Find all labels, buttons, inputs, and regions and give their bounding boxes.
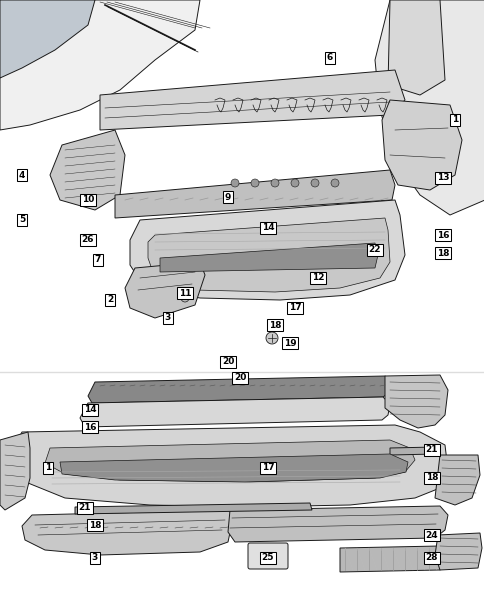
Text: 13: 13 xyxy=(436,174,448,183)
Text: 5: 5 xyxy=(19,216,25,224)
Circle shape xyxy=(230,179,239,187)
Text: 18: 18 xyxy=(89,521,101,530)
Text: 18: 18 xyxy=(268,320,281,329)
Text: 20: 20 xyxy=(233,373,246,382)
Text: 17: 17 xyxy=(288,303,301,313)
Text: 25: 25 xyxy=(261,554,273,562)
Text: 6: 6 xyxy=(326,54,333,62)
Polygon shape xyxy=(160,243,377,272)
Polygon shape xyxy=(387,0,444,95)
Text: 2: 2 xyxy=(106,296,113,305)
Circle shape xyxy=(290,179,298,187)
Text: Jeep: Jeep xyxy=(261,554,273,558)
Circle shape xyxy=(251,179,258,187)
Text: 11: 11 xyxy=(179,289,191,297)
Text: 1: 1 xyxy=(45,464,51,472)
Polygon shape xyxy=(148,218,389,292)
Circle shape xyxy=(181,294,189,302)
Text: 17: 17 xyxy=(261,464,274,472)
Circle shape xyxy=(330,179,338,187)
Polygon shape xyxy=(100,70,404,130)
Text: 1: 1 xyxy=(451,115,457,124)
Text: 16: 16 xyxy=(436,230,448,240)
Text: 20: 20 xyxy=(221,358,234,366)
Text: 26: 26 xyxy=(82,236,94,244)
Text: 21: 21 xyxy=(78,504,91,512)
Polygon shape xyxy=(389,447,435,455)
Polygon shape xyxy=(434,455,479,505)
Polygon shape xyxy=(384,375,447,428)
Text: 4: 4 xyxy=(19,170,25,180)
Text: 28: 28 xyxy=(425,554,438,562)
FancyBboxPatch shape xyxy=(247,543,287,569)
Circle shape xyxy=(265,332,277,344)
Text: 9: 9 xyxy=(225,193,231,201)
Polygon shape xyxy=(339,546,444,572)
Polygon shape xyxy=(374,0,484,215)
Text: 14: 14 xyxy=(84,405,96,415)
Text: 7: 7 xyxy=(94,256,101,264)
Polygon shape xyxy=(0,0,95,78)
Polygon shape xyxy=(130,200,404,300)
Polygon shape xyxy=(125,262,205,318)
Text: 18: 18 xyxy=(425,474,438,482)
Text: 24: 24 xyxy=(425,531,438,540)
Text: 3: 3 xyxy=(165,313,171,323)
Polygon shape xyxy=(381,100,461,190)
Polygon shape xyxy=(75,503,311,514)
Polygon shape xyxy=(14,425,447,507)
Polygon shape xyxy=(80,397,389,427)
Polygon shape xyxy=(22,510,231,555)
Polygon shape xyxy=(45,440,414,482)
Text: 21: 21 xyxy=(425,445,438,455)
Polygon shape xyxy=(0,0,199,130)
Text: 16: 16 xyxy=(84,422,96,432)
Polygon shape xyxy=(88,376,391,403)
Polygon shape xyxy=(0,432,30,510)
Polygon shape xyxy=(60,454,407,482)
Text: 14: 14 xyxy=(261,223,274,233)
Circle shape xyxy=(271,179,278,187)
Text: 22: 22 xyxy=(368,246,380,254)
Polygon shape xyxy=(434,533,481,570)
Polygon shape xyxy=(50,130,125,210)
Text: 18: 18 xyxy=(436,249,448,257)
Polygon shape xyxy=(115,170,394,218)
Polygon shape xyxy=(227,506,447,542)
Text: 10: 10 xyxy=(82,196,94,204)
Text: 12: 12 xyxy=(311,273,324,283)
Text: 3: 3 xyxy=(91,554,98,562)
Text: 19: 19 xyxy=(283,339,296,348)
Circle shape xyxy=(310,179,318,187)
